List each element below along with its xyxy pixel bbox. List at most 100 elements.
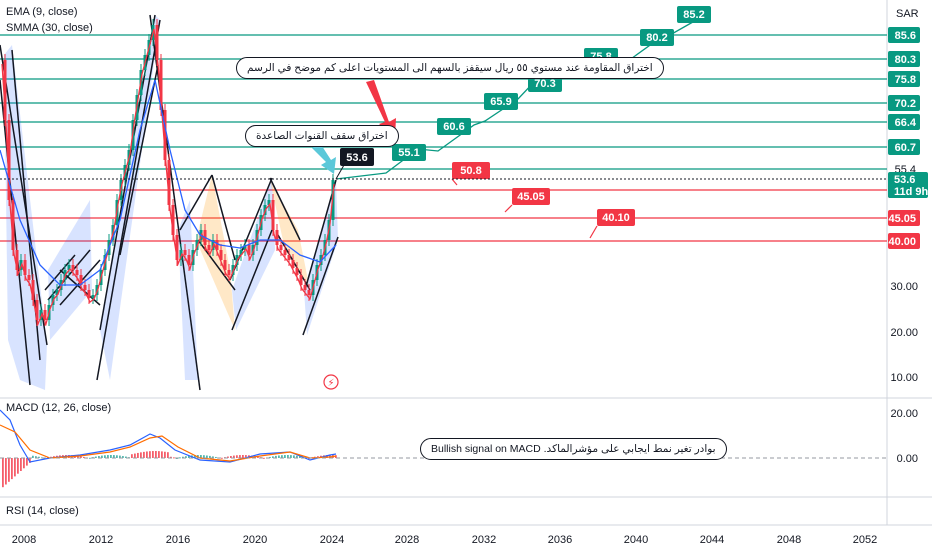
x-tick-label: 2052 <box>853 534 877 546</box>
channel-breakout-note[interactable]: اختراق سقف القنوات الصاعدة <box>245 125 399 147</box>
candle-body <box>83 285 87 290</box>
target-tag[interactable] <box>437 118 471 135</box>
candle-body <box>23 260 27 275</box>
x-tick-label: 2012 <box>89 534 113 546</box>
macd-histogram-bar <box>110 455 112 458</box>
price-tag[interactable] <box>340 148 374 166</box>
macd-histogram-bar <box>89 457 91 459</box>
price-level-tag <box>888 27 920 43</box>
macd-histogram-bar <box>245 455 247 458</box>
trend-line[interactable] <box>269 177 301 241</box>
macd-histogram-bar <box>119 455 121 458</box>
ema-line <box>1 28 335 327</box>
x-tick-label: 2020 <box>243 534 267 546</box>
price-level-tag <box>888 114 920 130</box>
macd-tick-label: 0.00 <box>897 453 918 465</box>
support-tag[interactable] <box>452 162 490 179</box>
price-level-tag <box>888 95 920 111</box>
trend-line[interactable] <box>179 174 213 231</box>
target-tag[interactable] <box>484 93 518 110</box>
macd-histogram-bar <box>263 457 265 459</box>
candle-body <box>27 275 31 280</box>
macd-histogram-bar <box>194 455 196 458</box>
candle-body <box>167 160 171 205</box>
macd-histogram-bar <box>2 458 4 488</box>
price-level-tag <box>888 71 920 87</box>
target-tag[interactable] <box>528 75 562 92</box>
x-tick-label: 2044 <box>700 534 724 546</box>
target-tag[interactable] <box>677 6 711 23</box>
rsi-indicator-label[interactable]: RSI (14, close) <box>6 505 79 517</box>
price-level-tag-label: 66.4 <box>895 117 917 129</box>
macd-histogram-bar <box>239 455 241 458</box>
target-tag-label: 60.6 <box>443 121 464 133</box>
macd-signal-line <box>0 424 337 462</box>
candle-body <box>239 250 243 255</box>
candle-body <box>183 250 187 255</box>
ema-indicator-label[interactable]: EMA (9, close) <box>6 6 78 18</box>
support-tag[interactable] <box>512 188 550 205</box>
x-axis[interactable]: 2008 2012 2016 2020 2024 2028 2032 2036 … <box>12 534 877 546</box>
bar-countdown-label: 11d 9h <box>894 186 929 198</box>
candle-body <box>163 110 167 160</box>
price-axis[interactable]: 30.00 20.00 10.00 20.00 0.00 <box>890 281 918 465</box>
target-tag[interactable] <box>640 29 674 46</box>
trend-line[interactable] <box>231 229 273 331</box>
trend-line[interactable] <box>302 236 339 336</box>
price-level-tag-label: 75.8 <box>895 74 916 86</box>
trend-line[interactable] <box>149 14 201 391</box>
trend-line[interactable] <box>0 44 48 346</box>
price-level-tag-label: 80.3 <box>895 54 916 66</box>
macd-indicator-label[interactable]: MACD (12, 26, close) <box>6 402 112 414</box>
price-level-tag-label: 40.00 <box>888 236 916 248</box>
trend-line[interactable] <box>99 14 156 331</box>
x-tick-label: 2048 <box>777 534 801 546</box>
macd-histogram-bar <box>11 458 13 480</box>
macd-signal-note[interactable]: بوادر تغير نمط ايجابي على مؤشرالماكد. Bu… <box>420 438 727 460</box>
candle-body <box>219 250 223 260</box>
trend-line[interactable] <box>304 179 337 291</box>
macd-histogram-bar <box>206 455 208 458</box>
x-tick-label: 2008 <box>12 534 36 546</box>
trend-line[interactable] <box>0 79 31 386</box>
currency-label[interactable]: SAR <box>896 8 919 20</box>
candle-body <box>299 275 303 285</box>
macd-histogram-bar <box>107 455 109 458</box>
trend-line[interactable] <box>211 174 236 261</box>
current-price-tag <box>888 172 928 198</box>
support-tag-label: 40.10 <box>602 212 630 224</box>
support-tag-label: 50.8 <box>460 165 481 177</box>
candle-body <box>31 280 35 300</box>
x-tick-label: 2028 <box>395 534 419 546</box>
resistance-breakout-note[interactable]: اختراق المقاومة عند مستوي ٥٥ ريال سيقفز … <box>236 57 664 79</box>
y-tick-label: 30.00 <box>890 281 918 293</box>
smma-indicator-label[interactable]: SMMA (30, close) <box>6 22 93 34</box>
trend-line[interactable] <box>197 239 236 291</box>
price-level-tag <box>888 210 920 226</box>
candle-body <box>155 25 159 60</box>
trend-line[interactable] <box>44 254 76 291</box>
candle-body <box>3 60 7 120</box>
smma-line <box>0 79 337 286</box>
target-tag[interactable] <box>392 144 426 161</box>
macd-histogram-bar <box>26 458 28 466</box>
macd-histogram-bar <box>188 455 190 458</box>
x-tick-label: 2024 <box>320 534 344 546</box>
horizontal-levels[interactable]: 85.680.375.870.266.460.755.450.845.0540.… <box>0 27 929 249</box>
macd-histogram-bar <box>38 456 40 458</box>
support-tag[interactable] <box>597 209 635 226</box>
target-projection[interactable]: 55.160.665.970.375.880.285.250.845.0540.… <box>335 6 711 239</box>
macd-histogram-bar <box>83 456 85 458</box>
macd-histogram-bar <box>281 455 283 458</box>
price-level-tag <box>888 139 920 155</box>
macd-histogram-bar <box>161 451 163 458</box>
y-tick-label: 20.00 <box>890 327 918 339</box>
macd-histogram-bar <box>113 455 115 458</box>
trend-line[interactable] <box>119 64 159 256</box>
event-badge[interactable] <box>323 374 339 390</box>
macd-histogram-bar <box>158 451 160 458</box>
trend-line[interactable] <box>96 19 161 381</box>
target-tag-label: 70.3 <box>534 78 555 90</box>
macd-histogram-bar <box>41 457 43 459</box>
